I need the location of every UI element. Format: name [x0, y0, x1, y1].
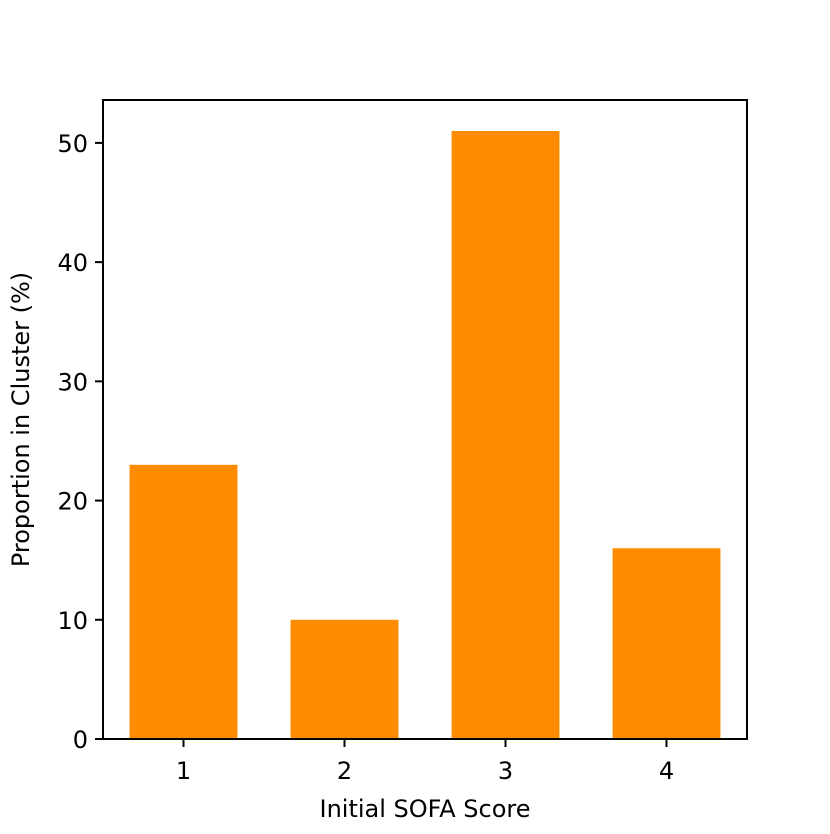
y-tick-label: 30 [57, 368, 88, 396]
y-tick-label: 20 [57, 488, 88, 516]
y-axis-label: Proportion in Cluster (%) [7, 272, 35, 567]
plot-frame [102, 99, 748, 740]
bar-2 [290, 619, 399, 739]
y-tick-label: 50 [57, 130, 88, 158]
y-tick-label: 10 [57, 607, 88, 635]
x-axis-label: Initial SOFA Score [319, 795, 530, 823]
x-tick-label: 4 [659, 757, 674, 785]
x-tick-label: 1 [176, 757, 191, 785]
x-axis-ticks: 1 2 3 4 [176, 739, 674, 785]
y-axis-ticks: 0 10 20 30 40 50 [57, 130, 103, 754]
x-tick-label: 2 [337, 757, 352, 785]
bar-3 [451, 130, 560, 739]
bar-4 [612, 548, 721, 739]
x-tick-label: 3 [498, 757, 513, 785]
y-tick-label: 40 [57, 249, 88, 277]
y-tick-label: 0 [73, 726, 88, 754]
bar-1 [129, 464, 238, 739]
bars-layer [129, 130, 721, 739]
